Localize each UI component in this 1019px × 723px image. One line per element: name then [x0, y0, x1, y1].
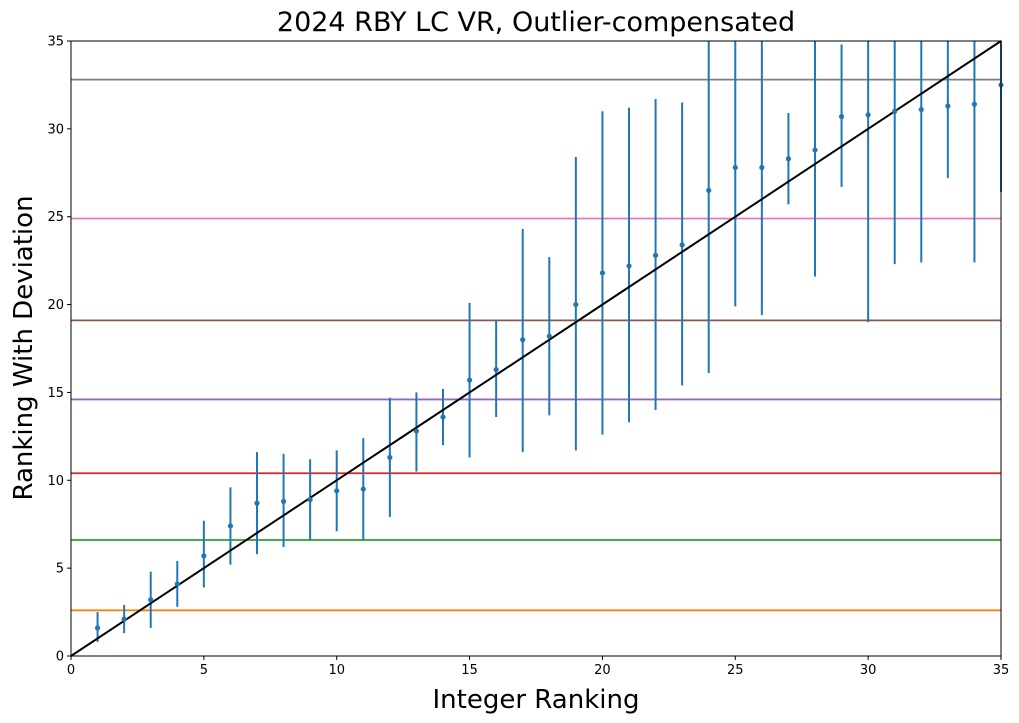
data-point-2: [121, 616, 127, 622]
x-tick-label-10: 10: [328, 663, 345, 678]
y-tick-label-35: 35: [47, 35, 64, 50]
x-tick-label-0: 0: [67, 663, 75, 678]
y-tick-label-25: 25: [47, 210, 64, 225]
data-point-26: [759, 164, 765, 171]
y-axis-ticks: 0 5 10 15 20 25 30 35: [47, 35, 71, 665]
data-point-4: [174, 581, 180, 587]
data-point-6: [227, 523, 234, 529]
x-tick-label-20: 20: [594, 663, 611, 678]
x-tick-label-25: 25: [727, 663, 744, 678]
chart-title: 2024 RBY LC VR, Outlier-compensated: [277, 7, 795, 38]
x-tick-label-35: 35: [993, 663, 1010, 678]
data-points: [94, 82, 1004, 631]
data-point-9: [307, 497, 313, 503]
data-point-33: [945, 103, 951, 109]
x-tick-label-30: 30: [860, 663, 877, 678]
data-point-13: [413, 428, 420, 434]
data-point-19: [573, 301, 579, 308]
threshold-lines: [71, 78, 1001, 612]
x-tick-label-15: 15: [461, 663, 478, 678]
data-point-29: [838, 113, 845, 120]
data-point-34: [971, 101, 978, 107]
identity-line-group: [70, 40, 1002, 657]
x-axis-label: Integer Ranking: [433, 685, 640, 715]
plot-frame: [70, 40, 1002, 657]
data-point-12: [387, 454, 393, 461]
data-point-23: [679, 242, 685, 248]
data-point-7: [254, 500, 260, 506]
data-point-5: [201, 553, 207, 559]
data-point-25: [732, 164, 738, 171]
data-point-1: [94, 625, 101, 631]
y-tick-label-15: 15: [47, 386, 64, 401]
y-tick-label-5: 5: [56, 562, 64, 577]
data-point-15: [466, 377, 473, 383]
data-point-30: [865, 112, 871, 118]
data-point-11: [360, 486, 366, 492]
y-tick-label-30: 30: [47, 122, 64, 137]
data-point-28: [812, 147, 818, 153]
x-axis-ticks: 0 5 10 15 20 25 30 35: [67, 656, 1009, 678]
data-point-21: [626, 263, 632, 269]
y-tick-label-10: 10: [47, 474, 64, 489]
data-point-32: [918, 106, 924, 113]
data-point-10: [334, 488, 340, 494]
data-point-17: [520, 337, 526, 343]
data-point-14: [440, 414, 446, 420]
identity-line: [70, 40, 1002, 657]
data-point-20: [599, 270, 606, 276]
data-point-18: [546, 333, 552, 339]
data-point-24: [706, 187, 712, 193]
data-point-3: [148, 597, 154, 603]
y-tick-label-20: 20: [47, 298, 64, 313]
y-tick-label-0: 0: [56, 650, 64, 665]
y-axis-label: Ranking With Deviation: [9, 195, 39, 500]
data-point-16: [493, 366, 499, 373]
x-tick-label-5: 5: [200, 663, 208, 678]
data-point-31: [892, 108, 898, 114]
data-point-8: [280, 498, 287, 504]
data-point-22: [652, 252, 659, 258]
data-point-27: [785, 156, 792, 162]
